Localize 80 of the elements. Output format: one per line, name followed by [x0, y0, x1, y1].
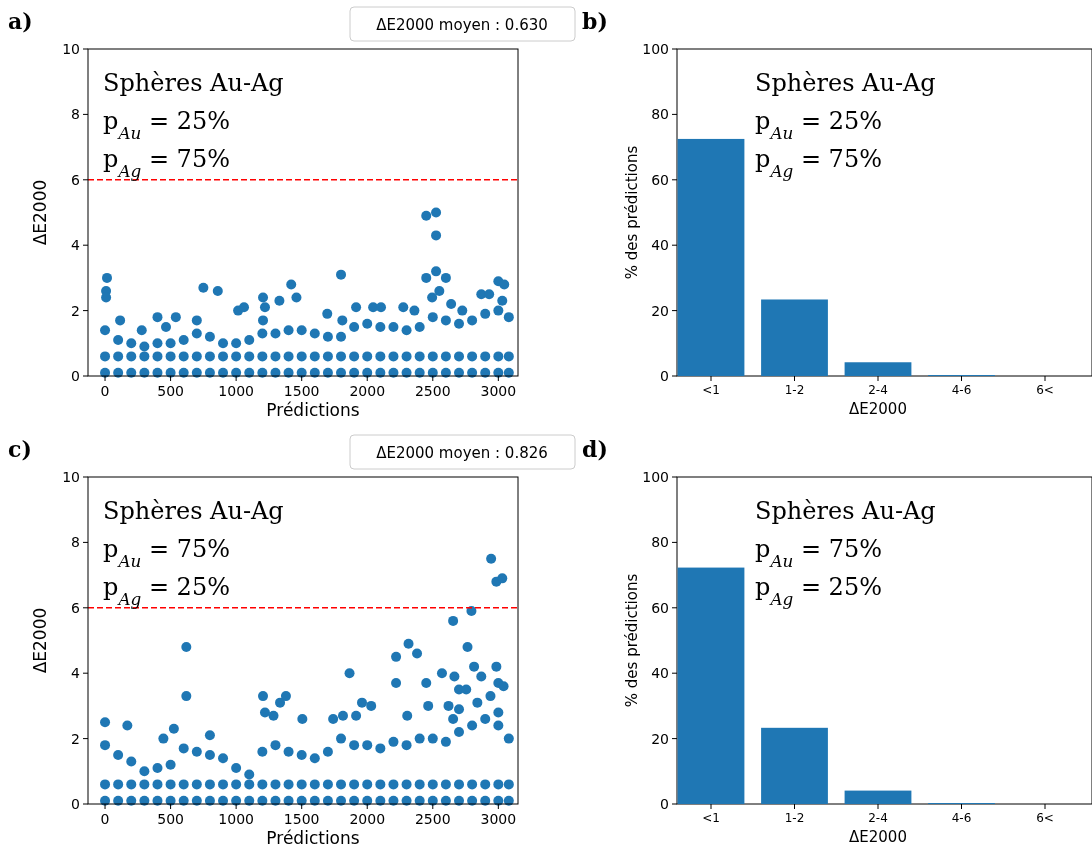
- y-tick-label: 40: [651, 237, 669, 254]
- y-tick-label: 100: [642, 469, 669, 485]
- y-tick-label: 80: [651, 534, 669, 551]
- x-tick-label: 1000: [218, 811, 254, 827]
- bar: [844, 790, 912, 804]
- text: a): [8, 8, 33, 34]
- y-tick-label: 0: [660, 368, 669, 384]
- bar: [677, 567, 745, 804]
- x-tick-label: 2-4: [868, 811, 888, 825]
- y-tick-label: 60: [651, 599, 669, 616]
- x-tick-label: 500: [157, 811, 184, 827]
- annotation: Sphères Au-Ag: [103, 69, 284, 97]
- text: ΔE2000 moyen : 0.630: [376, 16, 548, 34]
- x-tick-label: 3000: [480, 811, 517, 827]
- x-tick-label: 2000: [349, 811, 386, 827]
- annotation: p$_{Au}$ = 25%: [755, 107, 883, 143]
- y-axis-title: % des prédictions: [623, 573, 641, 708]
- x-tick-label: 1-2: [784, 811, 805, 825]
- x-tick-label: 2500: [414, 811, 451, 827]
- y-tick-label: 0: [71, 368, 80, 384]
- bar: [677, 138, 745, 376]
- annotation: p$_{Ag}$ = 25%: [755, 573, 882, 609]
- x-tick-label: 2-4: [868, 383, 888, 397]
- bar: [761, 299, 828, 376]
- y-tick-label: 2: [71, 302, 80, 319]
- x-axis-title: ΔE2000: [849, 400, 907, 418]
- y-tick-label: 2: [71, 730, 80, 747]
- x-tick-label: 6<: [1036, 811, 1054, 825]
- annotation: Sphères Au-Ag: [755, 497, 936, 525]
- annotation: Sphères Au-Ag: [755, 69, 936, 97]
- y-tick-label: 4: [71, 665, 81, 682]
- x-tick-label: 3000: [480, 383, 517, 399]
- annotation: p$_{Au}$ = 25%: [103, 107, 231, 143]
- y-tick-label: 10: [62, 469, 80, 485]
- x-tick-label: 4-6: [951, 811, 972, 825]
- x-tick-label: 6<: [1036, 383, 1054, 397]
- x-tick-label: 1-2: [784, 383, 805, 397]
- x-tick-label: 1000: [218, 383, 254, 399]
- x-tick-label: 1500: [283, 811, 320, 827]
- x-axis-title: Prédictions: [266, 828, 360, 848]
- y-tick-label: 4: [71, 237, 81, 254]
- x-tick-label: 4-6: [951, 383, 972, 397]
- y-axis-title: ΔE2000: [30, 179, 50, 246]
- text: d): [582, 436, 608, 462]
- y-tick-label: 6: [71, 171, 81, 188]
- x-axis-title: Prédictions: [266, 400, 360, 420]
- y-tick-label: 20: [651, 730, 669, 747]
- y-tick-label: 80: [651, 106, 669, 123]
- text: ΔE2000 moyen : 0.826: [376, 444, 548, 462]
- x-tick-label: 2500: [414, 383, 451, 399]
- y-tick-label: 8: [71, 534, 80, 551]
- annotation: p$_{Ag}$ = 25%: [103, 573, 230, 609]
- annotation: p$_{Au}$ = 75%: [103, 535, 231, 571]
- y-axis-title: ΔE2000: [30, 607, 50, 674]
- annotation: p$_{Ag}$ = 75%: [103, 145, 230, 181]
- y-tick-label: 60: [651, 171, 669, 188]
- y-tick-label: 6: [71, 599, 81, 616]
- x-tick-label: 500: [157, 383, 184, 399]
- bar: [761, 727, 828, 804]
- annotation: p$_{Ag}$ = 75%: [755, 145, 882, 181]
- x-axis-title: ΔE2000: [849, 828, 907, 846]
- annotation: Sphères Au-Ag: [103, 497, 284, 525]
- text: b): [582, 8, 608, 34]
- text: c): [8, 436, 32, 462]
- x-tick-label: <1: [702, 383, 720, 397]
- x-tick-label: 0: [100, 811, 110, 827]
- x-tick-label: 0: [100, 383, 110, 399]
- x-tick-label: 2000: [349, 383, 386, 399]
- y-tick-label: 20: [651, 302, 669, 319]
- y-tick-label: 0: [71, 796, 80, 812]
- bar: [844, 362, 912, 376]
- annotation: p$_{Au}$ = 75%: [755, 535, 883, 571]
- y-tick-label: 10: [62, 41, 80, 57]
- y-tick-label: 8: [71, 106, 80, 123]
- y-tick-label: 100: [642, 41, 669, 57]
- x-tick-label: 1500: [283, 383, 320, 399]
- y-tick-label: 40: [651, 665, 669, 682]
- y-tick-label: 0: [660, 796, 669, 812]
- y-axis-title: % des prédictions: [623, 145, 641, 280]
- x-tick-label: <1: [702, 811, 720, 825]
